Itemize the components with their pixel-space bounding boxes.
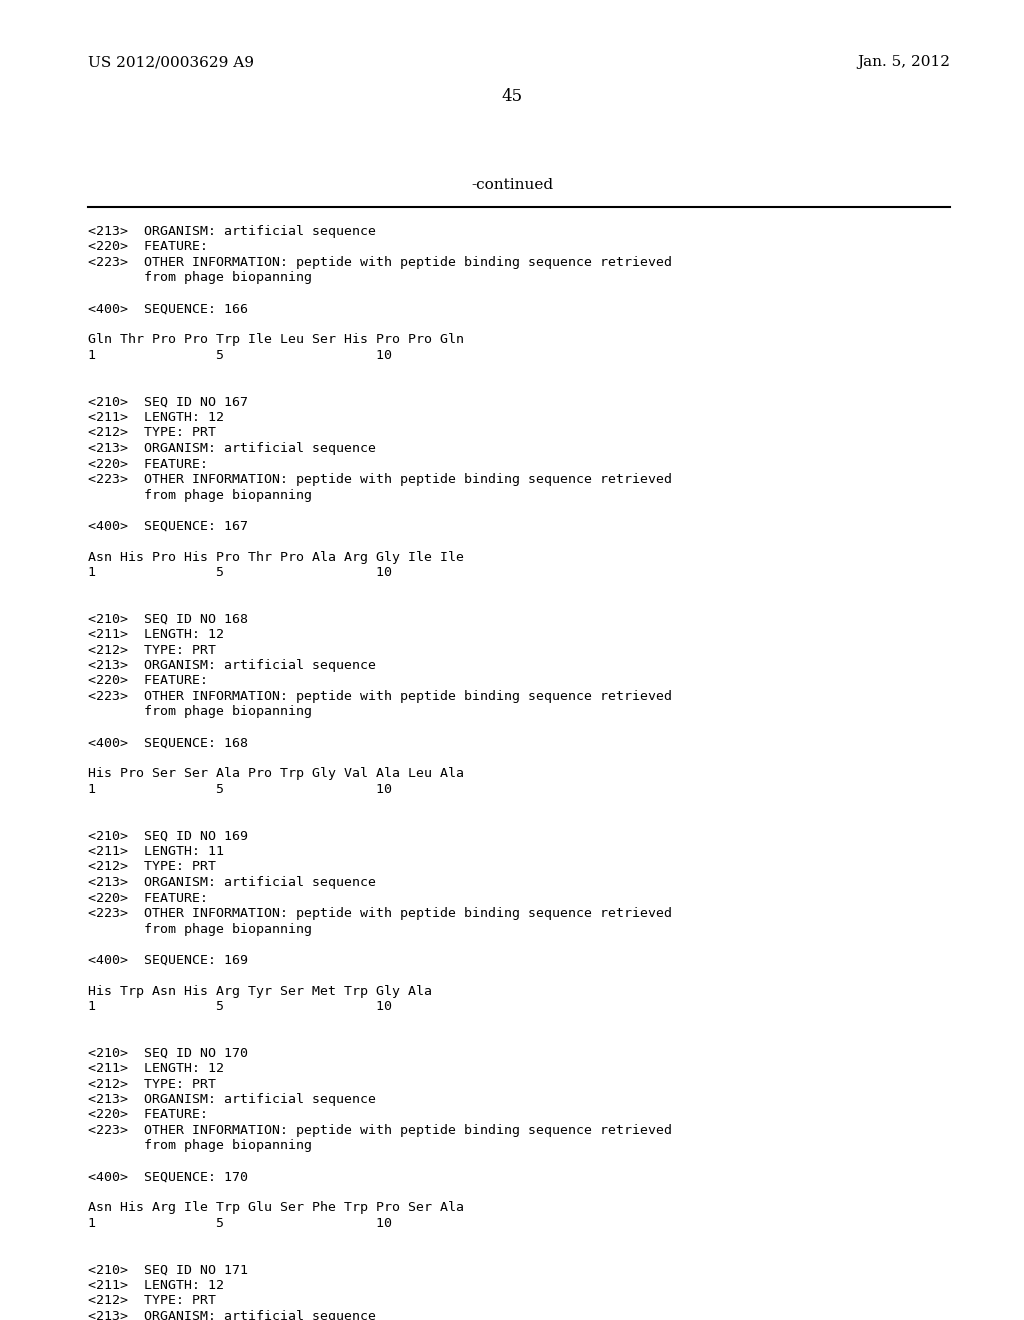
Text: 1               5                   10: 1 5 10 xyxy=(88,1217,392,1230)
Text: <400>  SEQUENCE: 167: <400> SEQUENCE: 167 xyxy=(88,520,248,532)
Text: <213>  ORGANISM: artificial sequence: <213> ORGANISM: artificial sequence xyxy=(88,224,376,238)
Text: <220>  FEATURE:: <220> FEATURE: xyxy=(88,891,208,904)
Text: <223>  OTHER INFORMATION: peptide with peptide binding sequence retrieved: <223> OTHER INFORMATION: peptide with pe… xyxy=(88,256,672,269)
Text: Jan. 5, 2012: Jan. 5, 2012 xyxy=(857,55,950,69)
Text: <220>  FEATURE:: <220> FEATURE: xyxy=(88,458,208,470)
Text: <210>  SEQ ID NO 167: <210> SEQ ID NO 167 xyxy=(88,396,248,408)
Text: <210>  SEQ ID NO 169: <210> SEQ ID NO 169 xyxy=(88,829,248,842)
Text: <212>  TYPE: PRT: <212> TYPE: PRT xyxy=(88,426,216,440)
Text: Gln Thr Pro Pro Trp Ile Leu Ser His Pro Pro Gln: Gln Thr Pro Pro Trp Ile Leu Ser His Pro … xyxy=(88,334,464,346)
Text: <220>  FEATURE:: <220> FEATURE: xyxy=(88,675,208,688)
Text: from phage biopanning: from phage biopanning xyxy=(88,488,312,502)
Text: <212>  TYPE: PRT: <212> TYPE: PRT xyxy=(88,644,216,656)
Text: <223>  OTHER INFORMATION: peptide with peptide binding sequence retrieved: <223> OTHER INFORMATION: peptide with pe… xyxy=(88,1125,672,1137)
Text: <223>  OTHER INFORMATION: peptide with peptide binding sequence retrieved: <223> OTHER INFORMATION: peptide with pe… xyxy=(88,690,672,704)
Text: 45: 45 xyxy=(502,88,522,106)
Text: US 2012/0003629 A9: US 2012/0003629 A9 xyxy=(88,55,254,69)
Text: from phage biopanning: from phage biopanning xyxy=(88,923,312,936)
Text: from phage biopanning: from phage biopanning xyxy=(88,705,312,718)
Text: <213>  ORGANISM: artificial sequence: <213> ORGANISM: artificial sequence xyxy=(88,1093,376,1106)
Text: <213>  ORGANISM: artificial sequence: <213> ORGANISM: artificial sequence xyxy=(88,876,376,888)
Text: <223>  OTHER INFORMATION: peptide with peptide binding sequence retrieved: <223> OTHER INFORMATION: peptide with pe… xyxy=(88,907,672,920)
Text: <213>  ORGANISM: artificial sequence: <213> ORGANISM: artificial sequence xyxy=(88,659,376,672)
Text: 1               5                   10: 1 5 10 xyxy=(88,348,392,362)
Text: <211>  LENGTH: 12: <211> LENGTH: 12 xyxy=(88,628,224,642)
Text: from phage biopanning: from phage biopanning xyxy=(88,272,312,285)
Text: <220>  FEATURE:: <220> FEATURE: xyxy=(88,1109,208,1122)
Text: -continued: -continued xyxy=(471,178,553,191)
Text: Asn His Arg Ile Trp Glu Ser Phe Trp Pro Ser Ala: Asn His Arg Ile Trp Glu Ser Phe Trp Pro … xyxy=(88,1201,464,1214)
Text: <400>  SEQUENCE: 168: <400> SEQUENCE: 168 xyxy=(88,737,248,750)
Text: <212>  TYPE: PRT: <212> TYPE: PRT xyxy=(88,861,216,874)
Text: <212>  TYPE: PRT: <212> TYPE: PRT xyxy=(88,1295,216,1308)
Text: His Trp Asn His Arg Tyr Ser Met Trp Gly Ala: His Trp Asn His Arg Tyr Ser Met Trp Gly … xyxy=(88,985,432,998)
Text: 1               5                   10: 1 5 10 xyxy=(88,783,392,796)
Text: <400>  SEQUENCE: 169: <400> SEQUENCE: 169 xyxy=(88,953,248,966)
Text: <213>  ORGANISM: artificial sequence: <213> ORGANISM: artificial sequence xyxy=(88,442,376,455)
Text: <400>  SEQUENCE: 166: <400> SEQUENCE: 166 xyxy=(88,302,248,315)
Text: <213>  ORGANISM: artificial sequence: <213> ORGANISM: artificial sequence xyxy=(88,1309,376,1320)
Text: 1               5                   10: 1 5 10 xyxy=(88,1001,392,1012)
Text: Asn His Pro His Pro Thr Pro Ala Arg Gly Ile Ile: Asn His Pro His Pro Thr Pro Ala Arg Gly … xyxy=(88,550,464,564)
Text: <210>  SEQ ID NO 170: <210> SEQ ID NO 170 xyxy=(88,1047,248,1060)
Text: <211>  LENGTH: 12: <211> LENGTH: 12 xyxy=(88,1279,224,1292)
Text: <400>  SEQUENCE: 170: <400> SEQUENCE: 170 xyxy=(88,1171,248,1184)
Text: His Pro Ser Ser Ala Pro Trp Gly Val Ala Leu Ala: His Pro Ser Ser Ala Pro Trp Gly Val Ala … xyxy=(88,767,464,780)
Text: <210>  SEQ ID NO 168: <210> SEQ ID NO 168 xyxy=(88,612,248,626)
Text: <211>  LENGTH: 12: <211> LENGTH: 12 xyxy=(88,411,224,424)
Text: <211>  LENGTH: 11: <211> LENGTH: 11 xyxy=(88,845,224,858)
Text: <220>  FEATURE:: <220> FEATURE: xyxy=(88,240,208,253)
Text: 1               5                   10: 1 5 10 xyxy=(88,566,392,579)
Text: <211>  LENGTH: 12: <211> LENGTH: 12 xyxy=(88,1063,224,1074)
Text: <212>  TYPE: PRT: <212> TYPE: PRT xyxy=(88,1077,216,1090)
Text: <223>  OTHER INFORMATION: peptide with peptide binding sequence retrieved: <223> OTHER INFORMATION: peptide with pe… xyxy=(88,473,672,486)
Text: <210>  SEQ ID NO 171: <210> SEQ ID NO 171 xyxy=(88,1263,248,1276)
Text: from phage biopanning: from phage biopanning xyxy=(88,1139,312,1152)
